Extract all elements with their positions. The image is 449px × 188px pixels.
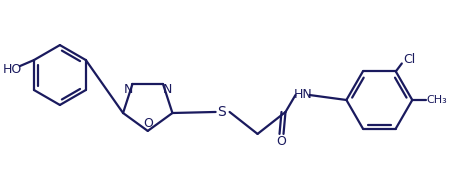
Text: O: O (277, 135, 286, 148)
Text: HO: HO (2, 63, 22, 76)
Text: S: S (217, 105, 226, 119)
Text: O: O (143, 118, 153, 130)
Text: Cl: Cl (404, 53, 416, 66)
Text: N: N (124, 83, 133, 96)
Text: N: N (162, 83, 172, 96)
Text: HN: HN (294, 89, 313, 102)
Text: CH₃: CH₃ (427, 95, 448, 105)
